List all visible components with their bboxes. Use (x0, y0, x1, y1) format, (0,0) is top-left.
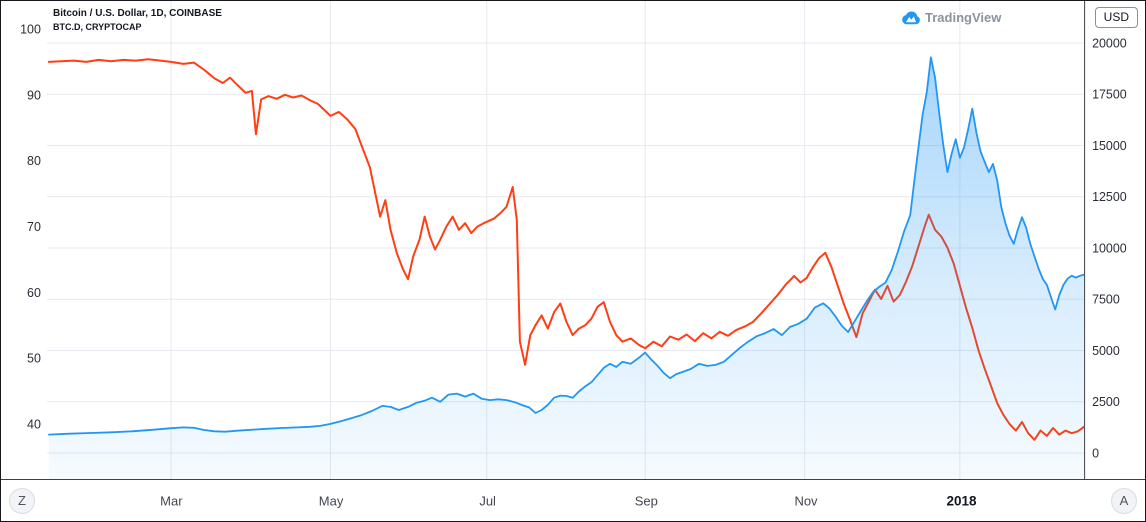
right-axis-tick: 7500 (1092, 293, 1120, 307)
left-axis-tick: 80 (27, 154, 41, 168)
time-labels: Mar May Jul Sep Nov 2018 (1, 480, 1145, 521)
tradingview-watermark: TradingView (901, 10, 1001, 25)
time-tick-label: Jul (479, 493, 496, 508)
right-axis-tick: 2500 (1092, 395, 1120, 409)
left-axis-tick: 60 (27, 286, 41, 300)
axis-label-layer: 20000 17500 15000 12500 10000 7500 5000 2500 0 10… (20, 22, 1127, 460)
auto-scale-button[interactable]: A (1111, 487, 1137, 514)
price-line-series (48, 56, 1085, 436)
right-axis-tick: 12500 (1092, 190, 1127, 204)
left-axis-tick: 70 (27, 220, 41, 234)
time-axis[interactable]: Z Mar May Jul Sep Nov 2018 A (1, 479, 1145, 521)
time-tick-label: 2018 (946, 493, 977, 508)
watermark-text: TradingView (925, 10, 1002, 25)
left-axis-tick: 100 (20, 22, 41, 36)
right-axis-tick: 15000 (1092, 139, 1127, 153)
chart-plot[interactable]: 20000 17500 15000 12500 10000 7500 5000 2500 0 10… (1, 1, 1145, 479)
right-axis-tick: 20000 (1092, 36, 1127, 50)
timezone-button[interactable]: Z (9, 487, 35, 514)
chart-pane: 20000 17500 15000 12500 10000 7500 5000 2500 0 10… (1, 1, 1145, 479)
tradingview-logo-icon (902, 10, 920, 24)
right-axis-tick: 0 (1092, 446, 1099, 460)
symbol-title[interactable]: Bitcoin / U.S. Dollar, 1D, COINBASE (53, 8, 222, 19)
legend: Bitcoin / U.S. Dollar, 1D, COINBASE BTC.… (53, 8, 222, 33)
time-tick-label: Mar (160, 493, 183, 508)
right-axis-tick: 10000 (1092, 241, 1127, 255)
left-axis-tick: 50 (27, 352, 41, 366)
currency-toggle-button[interactable]: USD (1094, 7, 1138, 28)
left-axis-tick: 40 (27, 418, 41, 432)
right-axis-tick: 17500 (1092, 88, 1127, 102)
price-area-fill (48, 57, 1085, 479)
left-axis-tick: 90 (27, 88, 41, 102)
series-layer (47, 56, 1085, 479)
time-tick-label: May (318, 493, 344, 508)
time-tick-label: Sep (634, 493, 658, 508)
right-axis-tick: 5000 (1092, 344, 1120, 358)
time-tick-label: Nov (794, 493, 818, 508)
overlay-title[interactable]: BTC.D, CRYPTOCAP (53, 21, 142, 32)
